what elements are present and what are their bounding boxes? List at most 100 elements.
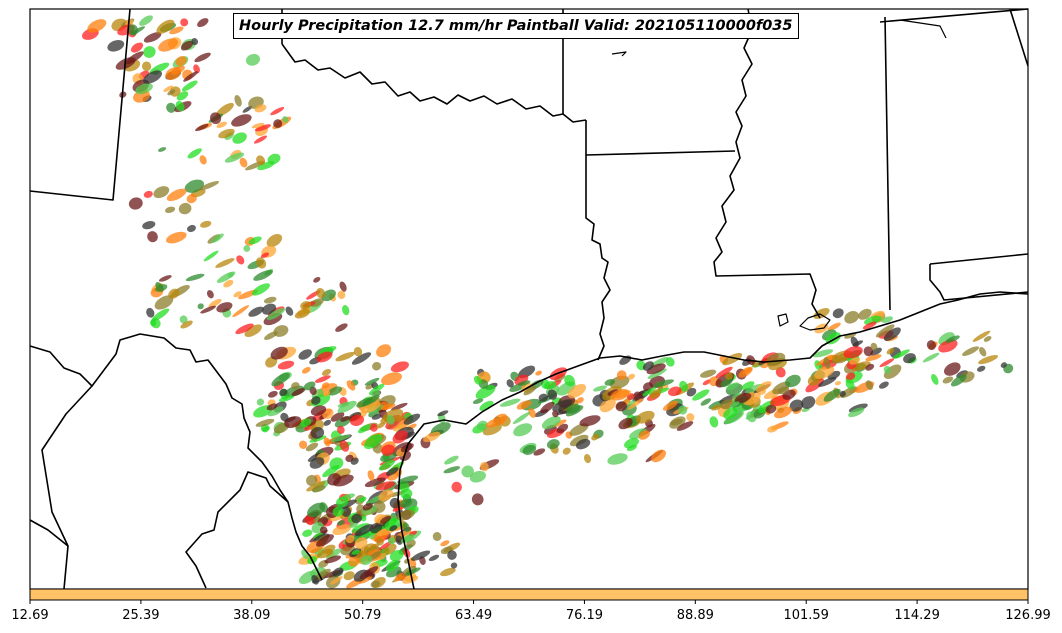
precip-paintball — [146, 307, 155, 318]
precip-paintball — [342, 305, 350, 316]
precip-paintball — [562, 447, 571, 455]
precip-paintball — [185, 273, 205, 282]
precip-paintball — [254, 104, 267, 113]
precip-paintball — [461, 465, 474, 478]
precip-paintball — [169, 26, 184, 35]
precip-paintball — [378, 459, 395, 471]
precip-paintball — [607, 389, 619, 396]
precip-paintball — [155, 284, 168, 292]
precip-paintball — [607, 453, 628, 465]
precip-paintball — [300, 301, 312, 310]
precip-paintball — [440, 540, 450, 547]
precip-paintball — [397, 475, 419, 485]
precip-paintball — [302, 529, 313, 537]
precip-paintball — [332, 506, 344, 517]
precip-paintball — [615, 401, 628, 412]
precip-paintball — [180, 40, 194, 51]
precip-paintball — [678, 405, 688, 415]
precip-paintball — [142, 220, 156, 230]
precip-paintball — [165, 206, 176, 214]
precip-paintball — [522, 444, 537, 455]
colorbar-tick-label: 101.59 — [783, 608, 829, 623]
precip-paintball — [266, 403, 278, 411]
precip-paintball — [187, 224, 196, 233]
precip-paintball — [261, 426, 270, 432]
precip-paintball — [278, 394, 295, 402]
precip-paintball — [362, 503, 373, 511]
precip-paintball — [256, 398, 265, 406]
precip-paintball — [864, 315, 882, 325]
precip-paintball — [827, 322, 841, 331]
precip-paintball — [381, 444, 395, 456]
precip-paintball — [256, 257, 267, 269]
precipitation-paintballs — [82, 15, 1014, 589]
precip-paintball — [364, 477, 386, 488]
precip-paintball — [268, 390, 278, 398]
precip-paintball — [199, 181, 219, 191]
colorbar-tick-label: 114.29 — [894, 608, 940, 623]
precip-paintball — [942, 376, 954, 384]
precip-paintball — [335, 323, 348, 332]
precip-paintball — [323, 419, 332, 426]
precip-paintball — [175, 56, 187, 66]
precip-paintball — [375, 481, 396, 491]
precip-paintball — [267, 406, 284, 417]
precip-paintball — [402, 575, 419, 584]
precip-paintball — [692, 389, 710, 401]
precip-paintball — [337, 425, 345, 434]
precip-paintball — [886, 347, 895, 355]
precip-paintball — [567, 384, 587, 399]
precip-paintball — [376, 422, 386, 429]
precip-paintball — [314, 375, 331, 383]
precip-paintball — [862, 321, 877, 330]
precip-paintball — [583, 454, 592, 464]
precip-paintball — [357, 496, 367, 503]
precip-paintball — [883, 327, 901, 341]
precip-paintball — [360, 555, 373, 566]
precip-paintball — [702, 379, 712, 386]
precip-paintball — [266, 307, 285, 321]
map-background — [30, 9, 1028, 589]
precip-paintball — [742, 367, 753, 375]
precip-paintball — [350, 457, 359, 465]
precip-paintball — [370, 580, 381, 588]
precip-paintball — [403, 413, 421, 425]
precip-paintball — [610, 388, 630, 401]
precip-paintball — [282, 116, 289, 123]
precip-paintball — [569, 423, 589, 436]
precip-paintball — [765, 404, 777, 414]
precip-paintball — [851, 361, 871, 371]
precip-paintball — [255, 418, 275, 427]
precip-paintball — [364, 377, 380, 386]
precip-paintball — [364, 434, 383, 450]
precip-paintball — [311, 396, 321, 405]
precip-paintball — [651, 449, 667, 463]
precip-paintball — [284, 416, 302, 429]
precip-paintball — [343, 571, 355, 581]
precip-paintball — [216, 302, 233, 313]
precip-paintball — [139, 15, 153, 26]
precip-paintball — [938, 339, 958, 353]
precip-paintball — [516, 400, 532, 410]
precip-paintball — [367, 543, 380, 552]
precip-paintball — [180, 18, 189, 27]
precip-paintball — [300, 418, 312, 428]
precip-paintball — [310, 405, 327, 416]
precip-paintball — [147, 231, 158, 243]
precip-paintball — [569, 434, 589, 447]
precip-paintball — [635, 410, 655, 424]
precip-paintball — [319, 526, 328, 534]
precip-paintball — [381, 372, 402, 386]
precip-paintball — [823, 388, 841, 402]
precip-paintball — [389, 550, 404, 562]
precip-paintball — [245, 53, 261, 66]
precip-paintball — [299, 440, 308, 449]
precip-paintball — [208, 298, 222, 308]
precip-paintball — [270, 106, 285, 116]
precip-paintball — [335, 351, 355, 362]
precip-paintball — [638, 430, 650, 440]
precip-paintball — [349, 414, 365, 426]
precip-paintball — [151, 308, 170, 322]
precip-paintball — [777, 386, 790, 395]
